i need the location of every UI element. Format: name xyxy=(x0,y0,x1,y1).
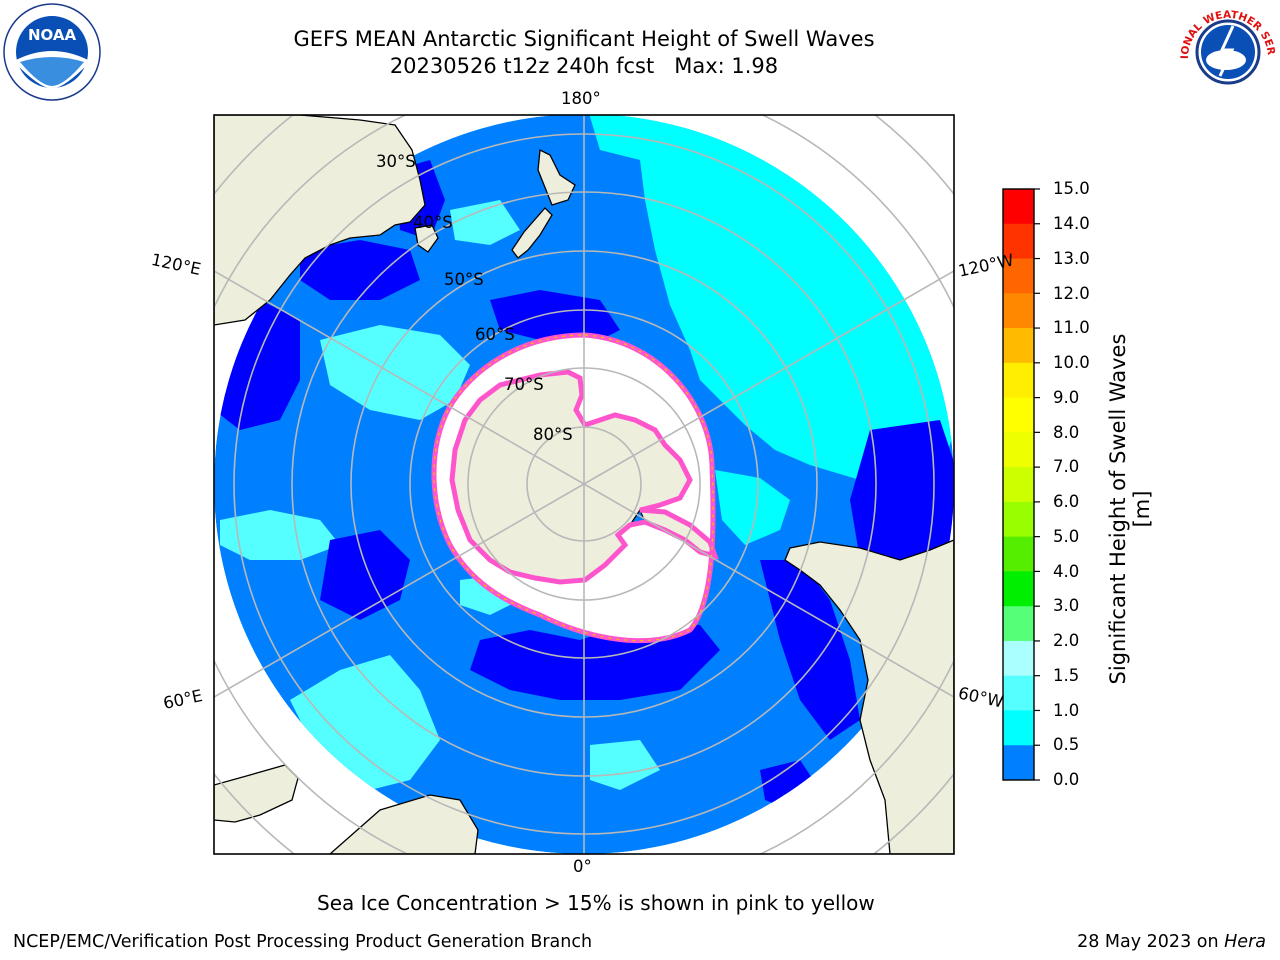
colorbar-cell xyxy=(1003,571,1034,607)
colorbar-tick-label: 15.0 xyxy=(1053,179,1090,198)
colorbar-tick-label: 0.5 xyxy=(1053,735,1080,754)
colorbar-cell xyxy=(1003,328,1034,364)
footer-host: Hera xyxy=(1224,932,1266,952)
colorbar-tick-label: 14.0 xyxy=(1053,214,1090,233)
noaa-logo: NOAA xyxy=(2,2,102,106)
parallel-label-80s: 80°S xyxy=(533,425,573,444)
colorbar-tick-label: 8.0 xyxy=(1053,423,1080,442)
colorbar-cell xyxy=(1003,536,1034,572)
map-frame xyxy=(213,114,955,855)
colorbar-cell xyxy=(1003,258,1034,294)
colorbar-tick-label: 1.5 xyxy=(1053,666,1080,685)
colorbar-cell xyxy=(1003,745,1034,781)
colorbar-tick-label: 10.0 xyxy=(1053,353,1090,372)
colorbar-cell xyxy=(1003,189,1034,225)
meridian-label-0: 0° xyxy=(573,857,592,876)
colorbar-tick-label: 4.0 xyxy=(1053,562,1080,581)
chart-title: GEFS MEAN Antarctic Significant Height o… xyxy=(293,27,875,51)
colorbar-tick-label: 5.0 xyxy=(1053,527,1080,546)
sea-ice-caption: Sea Ice Concentration > 15% is shown in … xyxy=(317,891,875,915)
australia-landmass xyxy=(214,115,426,326)
colorbar-tick-label: 1.0 xyxy=(1053,701,1080,720)
parallel-label-30s: 30°S xyxy=(376,152,416,171)
colorbar-cell xyxy=(1003,640,1034,677)
colorbar-tick-label: 7.0 xyxy=(1053,457,1080,476)
colorbar-tick-label: 0.0 xyxy=(1053,770,1080,789)
nws-logo: NATIONAL WEATHER SERVICE xyxy=(1174,0,1278,106)
colorbar-tick-label: 13.0 xyxy=(1053,249,1090,268)
footer-date-text: 28 May 2023 on xyxy=(1077,932,1225,952)
colorbar-cell xyxy=(1003,501,1034,538)
parallel-label-40s: 40°S xyxy=(413,213,453,232)
parallel-label-50s: 50°S xyxy=(444,270,484,289)
chart-subtitle: 20230526 t12z 240h fcst Max: 1.98 xyxy=(389,54,779,78)
colorbar-tick-label: 2.0 xyxy=(1053,631,1080,650)
colorbar-label: Significant Height of Swell Waves [m] xyxy=(1106,333,1154,685)
colorbar-cell xyxy=(1003,397,1034,433)
colorbar-cell xyxy=(1003,467,1034,503)
colorbar xyxy=(1002,188,1040,781)
colorbar-tick-label: 12.0 xyxy=(1053,284,1090,303)
colorbar-cell xyxy=(1003,710,1034,746)
sea-ice-zone xyxy=(431,332,719,644)
colorbar-tick-label: 3.0 xyxy=(1053,596,1080,615)
colorbar-cell xyxy=(1003,362,1034,399)
svg-text:NOAA: NOAA xyxy=(28,26,77,44)
colorbar-cell xyxy=(1003,675,1034,711)
parallel-label-70s: 70°S xyxy=(504,375,544,394)
parallel-label-60s: 60°S xyxy=(475,325,515,344)
south-america-landmass xyxy=(784,539,954,854)
colorbar-cell xyxy=(1003,293,1034,329)
colorbar-cell xyxy=(1003,606,1034,642)
meridian-label-180: 180° xyxy=(561,89,601,108)
footer-date: 28 May 2023 on Hera xyxy=(1077,932,1266,952)
colorbar-cell xyxy=(1003,223,1034,260)
colorbar-tick-label: 9.0 xyxy=(1053,388,1080,407)
africa-landmass xyxy=(329,794,479,854)
meridians-grid xyxy=(214,115,954,854)
footer-credit: NCEP/EMC/Verification Post Processing Pr… xyxy=(13,932,593,952)
colorbar-cell xyxy=(1003,432,1034,468)
colorbar-tick-label: 6.0 xyxy=(1053,492,1080,511)
colorbar-tick-label: 11.0 xyxy=(1053,318,1090,337)
